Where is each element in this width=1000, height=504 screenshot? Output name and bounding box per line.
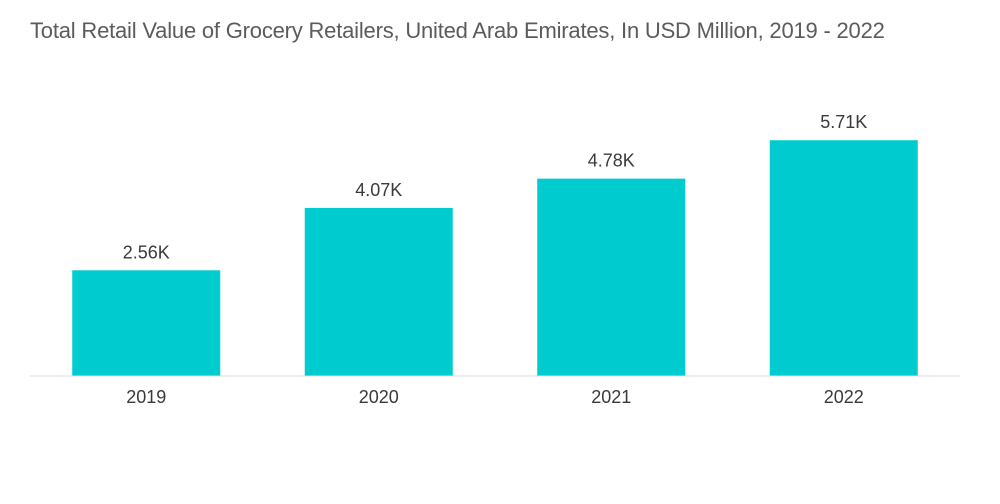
x-tick-label-2022: 2022 — [824, 387, 864, 407]
x-tick-label-2021: 2021 — [591, 387, 631, 407]
bar-2021 — [537, 178, 686, 376]
chart-title: Total Retail Value of Grocery Retailers,… — [30, 18, 885, 43]
x-tick-label-2019: 2019 — [126, 387, 166, 407]
data-label-2021: 4.78K — [588, 151, 635, 171]
data-label-2022: 5.71K — [820, 112, 867, 132]
data-label-2019: 2.56K — [123, 242, 170, 262]
data-label-2020: 4.07K — [355, 180, 402, 200]
bars-layer — [72, 140, 918, 376]
bar-2019 — [72, 270, 221, 376]
bar-2020 — [304, 207, 453, 376]
x-tick-label-2020: 2020 — [359, 387, 399, 407]
labels-layer: 2.56K 2019 4.07K 2020 4.78K 2021 5.71K 2022 — [123, 112, 868, 407]
bar-2022 — [769, 140, 918, 376]
